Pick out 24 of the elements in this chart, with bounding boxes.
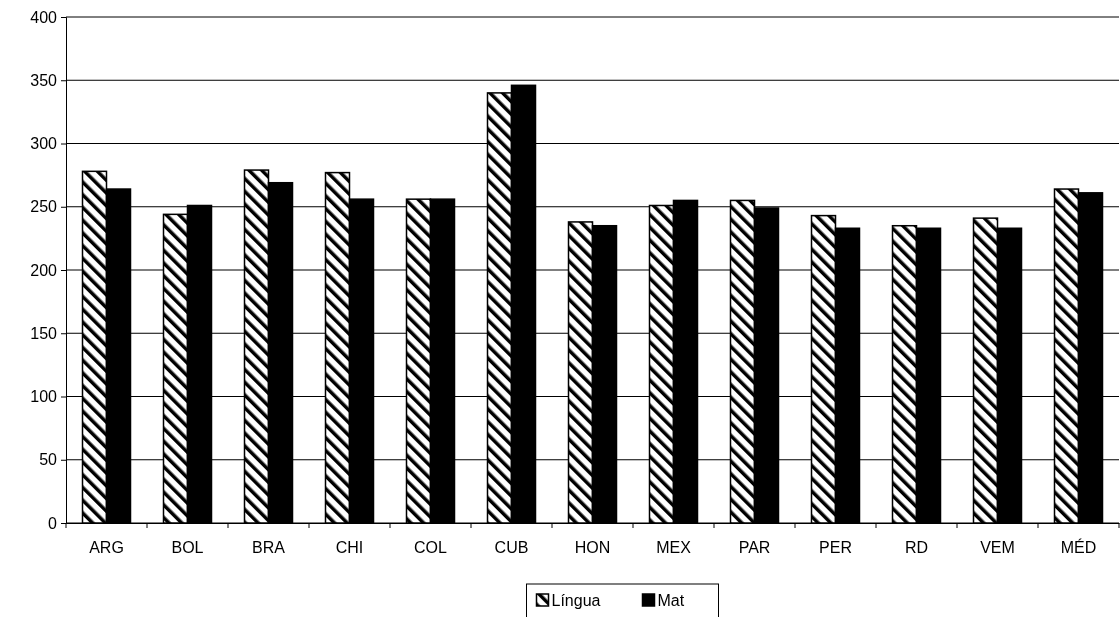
- legend-label: Língua: [551, 592, 601, 609]
- y-tick-label: 150: [30, 324, 58, 342]
- x-tick-label: COL: [414, 539, 448, 557]
- y-tick-label: 100: [30, 388, 58, 406]
- x-tick-label: PER: [819, 539, 852, 557]
- y-tick-label: 0: [48, 514, 58, 532]
- x-tick-label: RD: [904, 539, 929, 557]
- y-tick-label: 50: [39, 451, 58, 469]
- x-tick-label: BRA: [252, 539, 286, 557]
- x-tick-label: VEM: [980, 539, 1015, 557]
- y-tick-label: 350: [30, 71, 58, 89]
- x-tick-label: CHI: [335, 539, 364, 557]
- y-tick-label: 300: [30, 135, 58, 153]
- y-tick-label: 400: [30, 8, 58, 26]
- x-tick-label: PAR: [738, 539, 771, 557]
- x-tick-label: MEX: [656, 539, 692, 557]
- x-tick-label: MÉD: [1060, 538, 1097, 557]
- x-tick-label: BOL: [171, 539, 204, 557]
- y-tick-label: 250: [30, 198, 58, 216]
- x-tick-label: CUB: [494, 539, 529, 557]
- legend-label: Mat: [657, 592, 685, 609]
- y-tick-label: 200: [30, 261, 58, 279]
- x-tick-label: ARG: [89, 539, 124, 557]
- x-tick-label: HON: [574, 539, 611, 557]
